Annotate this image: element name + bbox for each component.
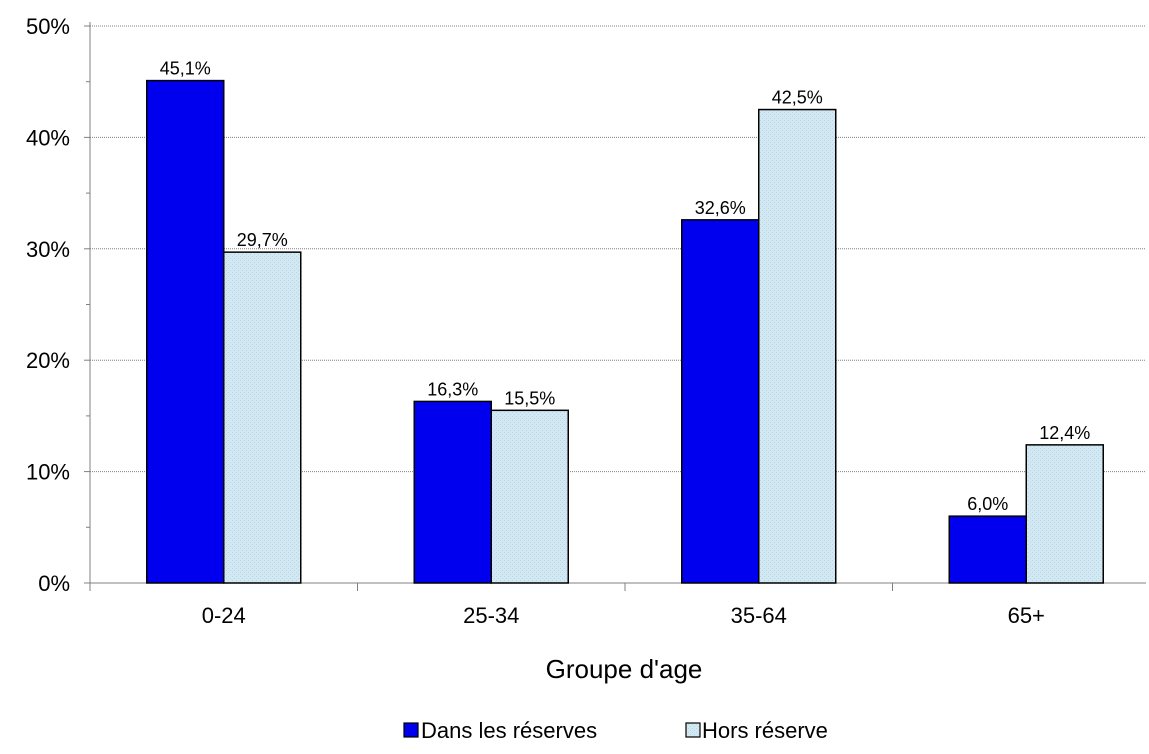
axes: 0% 10% 20% 30% 40% 50% 0-24 25-34 35-64 65+ <box>26 14 1146 628</box>
bar-hors-reserve <box>490 409 569 584</box>
legend-label: Hors réserve <box>702 718 828 743</box>
y-tick-label: 40% <box>26 125 70 150</box>
data-labels: 45,1% 16,3% 32,6% 6,0% 29,7% 15,5% 42,5% 12,4% <box>160 59 1091 515</box>
bar-hors-reserve <box>758 108 837 584</box>
data-label: 6,0% <box>967 494 1008 514</box>
bar-dans-les-reserves <box>948 515 1027 584</box>
x-tick-label: 35-64 <box>731 603 787 628</box>
legend: Dans les réserves Hors réserve <box>403 718 828 743</box>
bar-dans-les-reserves <box>413 400 492 584</box>
bars <box>146 79 1104 584</box>
data-label: 42,5% <box>772 88 823 108</box>
y-tick-label: 0% <box>38 571 70 596</box>
data-label: 32,6% <box>695 198 746 218</box>
y-tick-label: 50% <box>26 14 70 39</box>
data-label: 45,1% <box>160 59 211 79</box>
x-tick-label: 65+ <box>1008 603 1045 628</box>
x-axis-title: Groupe d'age <box>546 654 703 684</box>
y-tick-label: 20% <box>26 348 70 373</box>
data-label: 12,4% <box>1039 423 1090 443</box>
data-label: 15,5% <box>504 388 555 408</box>
y-tick-label: 10% <box>26 460 70 485</box>
bar-dans-les-reserves <box>681 219 760 584</box>
bar-dans-les-reserves <box>146 79 225 584</box>
x-tick-label: 0-24 <box>202 603 246 628</box>
data-label: 29,7% <box>237 230 288 250</box>
legend-swatch <box>685 722 701 738</box>
bar-hors-reserve <box>1025 444 1104 584</box>
x-tick-label: 25-34 <box>463 603 519 628</box>
y-tick-label: 30% <box>26 237 70 262</box>
legend-swatch <box>403 722 419 738</box>
data-label: 16,3% <box>427 379 478 399</box>
legend-label: Dans les réserves <box>421 718 597 743</box>
bar-hors-reserve <box>223 251 302 584</box>
